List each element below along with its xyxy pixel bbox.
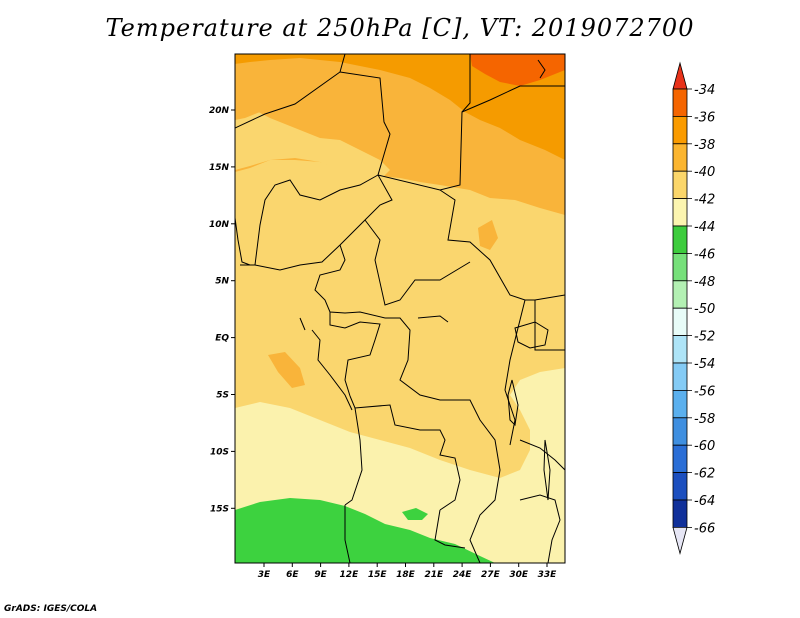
lon-tick-label: 12E xyxy=(340,570,360,580)
colorbar-swatch xyxy=(672,444,688,474)
colorbar-swatch xyxy=(672,307,688,337)
lon-tick-label: 3E xyxy=(258,570,271,580)
colorbar-label: -58 xyxy=(694,412,715,427)
colorbar-label: -62 xyxy=(694,467,715,482)
colorbar-swatch xyxy=(672,116,688,145)
colorbar-label: -56 xyxy=(694,384,715,399)
colorbar-swatch xyxy=(672,252,688,282)
field-band-36 xyxy=(235,54,565,160)
coastline xyxy=(235,217,353,411)
temperature-field xyxy=(235,54,565,563)
colorbar-swatch xyxy=(672,88,688,117)
border-line xyxy=(344,505,351,563)
lon-tick-label: 33E xyxy=(538,570,558,580)
colorbar: -34 -36 -38 -40 -42 -44 -46 -48 -50 -52 -54 -56 -58 -… xyxy=(672,61,715,555)
plot-frame xyxy=(234,53,566,564)
field-band-44 xyxy=(235,498,495,563)
colorbar-label: -48 xyxy=(694,275,715,290)
lake-outline xyxy=(537,59,546,79)
field-patch-42-nw xyxy=(235,100,390,180)
border-line xyxy=(519,494,561,563)
lon-tick-label: 30E xyxy=(509,570,529,580)
lon-tick-label: 24E xyxy=(453,570,473,580)
colorbar-label: -50 xyxy=(694,302,715,317)
colorbar-label: -40 xyxy=(694,165,715,180)
lat-tick-label: 15N xyxy=(209,163,230,173)
colorbar-label: -60 xyxy=(694,439,715,454)
lat-tick-label: 15S xyxy=(210,504,229,514)
lake-outline xyxy=(507,379,519,427)
lat-tick-label: 5N xyxy=(215,277,229,287)
colorbar-swatch xyxy=(672,170,688,199)
colorbar-swatch xyxy=(672,225,688,254)
border-line xyxy=(349,395,461,511)
lon-tick-label: 27E xyxy=(481,570,501,580)
colorbar-swatch xyxy=(672,280,688,309)
border-line xyxy=(240,71,393,271)
border-line xyxy=(344,407,363,506)
border-line xyxy=(385,317,501,563)
lat-tick-label: 20N xyxy=(209,106,230,116)
border-line xyxy=(254,174,379,266)
colorbar-label: -42 xyxy=(694,193,715,208)
border-line xyxy=(235,54,346,129)
colorbar-label: -34 xyxy=(694,83,715,98)
colorbar-label: -36 xyxy=(694,110,715,125)
colorbar-arrow-bottom xyxy=(672,527,688,555)
colorbar-swatch xyxy=(672,335,688,364)
lake-outline xyxy=(417,315,449,323)
colorbar-swatch xyxy=(672,143,688,172)
lake-outline xyxy=(514,321,549,349)
border-line xyxy=(461,85,565,113)
colorbar-label: -64 xyxy=(694,494,715,509)
colorbar-label: -52 xyxy=(694,330,715,345)
colorbar-swatch xyxy=(672,499,688,528)
latitude-axis: 20N 15N 10N 5N EQ 5S 10S 15S xyxy=(209,106,235,514)
colorbar-swatch xyxy=(672,389,688,419)
lat-tick-label: 10N xyxy=(209,220,230,230)
border-line xyxy=(439,189,565,301)
colorbar-swatch xyxy=(672,362,688,391)
colorbar-swatch xyxy=(672,198,688,227)
colorbar-label: -46 xyxy=(694,247,715,262)
border-line xyxy=(534,300,565,351)
lon-tick-label: 9E xyxy=(314,570,327,580)
colorbar-label: -38 xyxy=(694,138,715,153)
lon-tick-label: 21E xyxy=(424,570,444,580)
lat-tick-label: 10S xyxy=(210,447,229,457)
colorbar-arrow-top xyxy=(672,61,688,90)
colorbar-swatch xyxy=(672,472,688,501)
colorbar-label: -66 xyxy=(694,521,715,536)
field-band-38-inner xyxy=(235,60,430,120)
field-band-34 xyxy=(470,54,565,86)
lon-tick-label: 18E xyxy=(396,570,416,580)
border-line xyxy=(364,219,471,306)
field-patch-44-island xyxy=(402,508,428,520)
field-patch-38-east xyxy=(478,220,498,250)
country-borders xyxy=(235,54,565,563)
lat-tick-label: EQ xyxy=(215,334,229,344)
colorbar-swatch xyxy=(672,417,688,446)
lat-tick-label: 5S xyxy=(216,391,229,401)
lon-tick-label: 6E xyxy=(286,570,299,580)
field-patch-40-sw xyxy=(268,352,305,388)
border-line xyxy=(329,312,381,397)
grads-credit: GrADS: IGES/COLA xyxy=(4,604,98,614)
colorbar-label: -54 xyxy=(694,357,715,372)
lon-tick-label: 15E xyxy=(368,570,388,580)
colorbar-label: -44 xyxy=(694,220,715,235)
lakes xyxy=(417,59,551,501)
lake-outline xyxy=(543,439,551,501)
border-line xyxy=(434,509,466,549)
border-line xyxy=(314,244,386,319)
map-title: Temperature at 250hPa [C], VT: 201907270… xyxy=(105,14,695,42)
longitude-axis: 3E 6E 9E 12E 15E 18E 21E 24E 27E 30E 33E xyxy=(258,563,557,580)
border-line xyxy=(377,54,471,191)
